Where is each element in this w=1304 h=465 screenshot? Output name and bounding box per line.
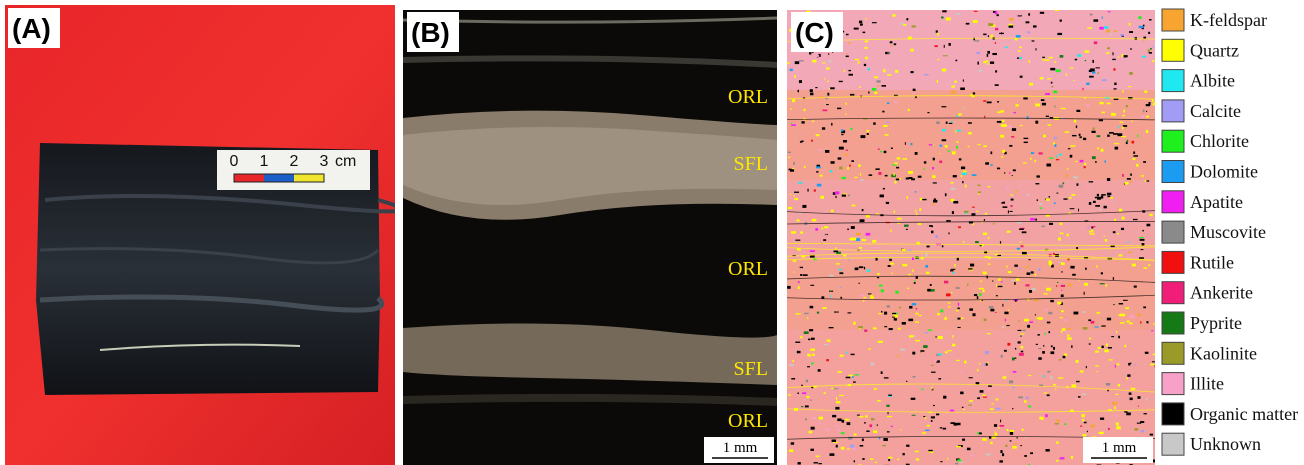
legend-label: Pyprite (1190, 313, 1242, 333)
panel-b-micrograph (403, 10, 777, 465)
legend-label: Ankerite (1190, 283, 1253, 303)
legend: K-feldspar Quartz Albite Calcite Chlorite Dol… (1162, 9, 1298, 455)
legend-swatch (1162, 373, 1184, 395)
legend-label: Quartz (1190, 40, 1239, 60)
panel-c-mineral-map (787, 10, 1157, 465)
legend-swatch (1162, 282, 1184, 304)
legend-label: Apatite (1190, 192, 1243, 212)
layer-label: SFL (734, 358, 768, 380)
legend-label: Dolomite (1190, 162, 1258, 182)
scale-unit: cm (335, 153, 356, 170)
panel-label: (C) (795, 17, 834, 48)
layer-label: ORL (728, 86, 768, 108)
legend-label: Rutile (1190, 252, 1234, 272)
legend-label: Organic matter (1190, 404, 1298, 424)
legend-swatch (1162, 39, 1184, 61)
scale-tick: 2 (290, 153, 299, 170)
legend-label: Albite (1190, 71, 1235, 91)
legend-label: Muscovite (1190, 222, 1266, 242)
legend-swatch (1162, 403, 1184, 425)
scale-label: 1 mm (723, 440, 758, 456)
layer-label: ORL (728, 410, 768, 432)
legend-label: Chlorite (1190, 131, 1249, 151)
panel-label: (B) (411, 17, 450, 48)
legend-swatch (1162, 191, 1184, 213)
legend-swatch (1162, 342, 1184, 364)
layer-label: SFL (734, 153, 768, 175)
legend-swatch (1162, 130, 1184, 152)
legend-label: Illite (1190, 374, 1224, 394)
legend-label: Calcite (1190, 101, 1241, 121)
legend-swatch (1162, 161, 1184, 183)
legend-label: Unknown (1190, 434, 1261, 454)
legend-label: Kaolinite (1190, 343, 1257, 363)
scale-label: 1 mm (1102, 440, 1137, 456)
scale-tick: 3 (320, 153, 329, 170)
legend-swatch (1162, 251, 1184, 273)
legend-swatch (1162, 70, 1184, 92)
figure: 0 1 2 3 cm (A) (B) ORL SFL ORL SFL ORL 1 mm (C)… (0, 0, 1304, 465)
legend-swatch (1162, 312, 1184, 334)
legend-swatch (1162, 221, 1184, 243)
legend-swatch (1162, 433, 1184, 455)
legend-swatch (1162, 100, 1184, 122)
layer-label: ORL (728, 258, 768, 280)
panel-label: (A) (12, 13, 51, 44)
scale-tick: 0 (230, 153, 239, 170)
legend-swatch (1162, 9, 1184, 31)
scale-tick: 1 (260, 153, 269, 170)
panel-a-photo (5, 5, 401, 465)
legend-label: K-feldspar (1190, 10, 1267, 30)
